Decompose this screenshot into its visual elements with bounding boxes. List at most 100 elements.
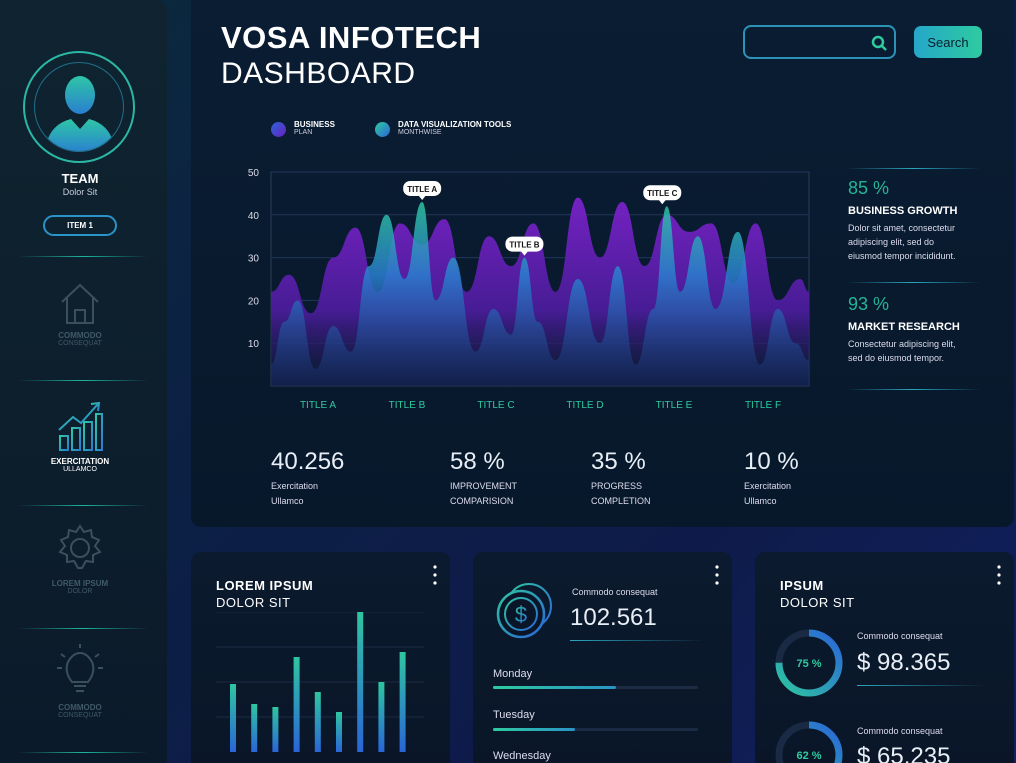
sidebar: TEAM Dolor Sit ITEM 1 COMMODO CONSEQUAT … xyxy=(0,0,167,763)
day-progress-track xyxy=(493,686,698,689)
lightbulb-icon xyxy=(57,644,103,692)
underline xyxy=(570,640,705,641)
more-vertical-icon[interactable] xyxy=(996,564,1002,586)
search-icon[interactable] xyxy=(871,35,887,51)
y-tick-label: 50 xyxy=(248,168,260,179)
legend-title: BUSINESS xyxy=(294,120,335,129)
sidebar-item-sublabel: ULLAMCO xyxy=(63,466,97,473)
card-caption: Commodo consequat xyxy=(572,587,658,597)
stat-desc-line: eiusmod tempor incididunt. xyxy=(848,251,956,261)
stat-business-growth: 85 % BUSINESS GROWTH Dolor sit amet, con… xyxy=(848,178,957,263)
sidebar-divider xyxy=(18,505,148,506)
card-title: IPSUM xyxy=(780,578,824,593)
bar xyxy=(399,652,406,752)
day-label: Tuesday xyxy=(493,709,535,721)
bottom-stat-label: COMPARISION xyxy=(450,496,514,506)
day-label: Wednesday xyxy=(493,750,551,762)
bar xyxy=(314,692,321,752)
bottom-stat-value: 10 % xyxy=(744,448,799,475)
sidebar-item-label: COMMODO xyxy=(58,703,102,712)
bar xyxy=(336,712,342,752)
stat-desc-line: Consectetur adipiscing elit, xyxy=(848,339,956,349)
sidebar-divider xyxy=(18,752,148,753)
gauge-arc xyxy=(775,721,843,763)
card-lorem-ipsum: LOREM IPSUM DOLOR SIT xyxy=(191,552,450,763)
svg-text:$: $ xyxy=(515,602,527,627)
sidebar-item-lorem-ipsum[interactable]: LOREM IPSUM DOLOR xyxy=(0,522,160,595)
legend-item-data-viz: DATA VISUALIZATION TOOLS MONTHWISE xyxy=(375,120,511,137)
avatar-frame xyxy=(34,62,124,152)
bar xyxy=(357,612,364,752)
bottom-stat: 10 % Exercitation Ullamco xyxy=(744,448,799,506)
y-tick-label: 40 xyxy=(248,211,260,222)
legend-dot xyxy=(271,122,286,137)
bottom-stat: 40.256 Exercitation Ullamco xyxy=(271,448,344,506)
sidebar-item-commodo[interactable]: COMMODO CONSEQUAT xyxy=(0,280,160,347)
bar-chart xyxy=(216,612,424,752)
y-tick-label: 10 xyxy=(248,339,260,350)
page-subtitle: DASHBOARD xyxy=(221,57,416,90)
sidebar-item-label: LOREM IPSUM xyxy=(51,579,109,588)
home-icon xyxy=(61,283,99,324)
card-value: 102.561 xyxy=(570,604,657,631)
gear-icon xyxy=(58,524,102,569)
bottom-stat-label: Exercitation xyxy=(271,481,319,491)
sidebar-item-sublabel: DOLOR xyxy=(67,588,93,595)
gauge-arc xyxy=(775,629,843,697)
card-value: $ 65.235 xyxy=(857,743,951,763)
x-tick-label: TITLE C xyxy=(477,400,514,411)
x-tick-label: TITLE A xyxy=(300,400,336,411)
gauge-label: 75 % xyxy=(796,658,821,670)
team-name: TEAM xyxy=(61,171,99,186)
card-ipsum: IPSUM DOLOR SIT 75 % Commodo consequat $… xyxy=(755,552,1014,763)
bar xyxy=(251,704,258,752)
card-subtitle: DOLOR SIT xyxy=(216,595,291,610)
chart-annotation: TITLE C xyxy=(643,185,682,205)
bar xyxy=(378,682,385,752)
area-series-2 xyxy=(271,201,809,386)
area-chart: 10 20 30 40 50 TITLE A TITLE B TITLE C TITLE D T… xyxy=(248,168,810,411)
item-1-button[interactable]: ITEM 1 xyxy=(43,215,117,236)
search-button[interactable]: Search xyxy=(914,26,982,58)
coins-dollar-icon: $ xyxy=(496,583,552,639)
user-icon xyxy=(45,76,115,151)
day-label: Monday xyxy=(493,668,533,680)
stat-title: MARKET RESEARCH xyxy=(848,321,960,333)
chart-annotation: TITLE A xyxy=(403,180,442,200)
stat-desc-line: Dolor sit amet, consectetur xyxy=(848,223,956,233)
search-field[interactable] xyxy=(743,25,896,59)
divider xyxy=(846,282,981,283)
legend-subtitle: MONTHWISE xyxy=(398,129,442,136)
stat-desc-line: sed do eiusmod tempor. xyxy=(848,353,945,363)
underline xyxy=(857,685,987,686)
chart-annotation: TITLE B xyxy=(505,236,544,256)
day-progress-track xyxy=(493,728,698,731)
avatar[interactable] xyxy=(23,51,135,163)
bar xyxy=(230,684,236,752)
search-input[interactable] xyxy=(745,27,865,57)
sidebar-item-commodo-2[interactable]: COMMODO CONSEQUAT xyxy=(0,642,160,719)
legend-title: DATA VISUALIZATION TOOLS xyxy=(398,120,512,129)
sidebar-item-label: EXERCITATION xyxy=(50,457,110,466)
bottom-stat-label: IMPROVEMENT xyxy=(450,481,518,491)
card-caption: Commodo consequat xyxy=(857,631,943,641)
donut-gauge: 62 % xyxy=(775,721,843,763)
bottom-stat-label: COMPLETION xyxy=(591,496,651,506)
stat-percent: 85 % xyxy=(848,178,890,198)
sidebar-item-label: COMMODO xyxy=(58,331,102,340)
gauge-label: 62 % xyxy=(796,750,821,762)
day-progress-fill xyxy=(493,728,575,731)
more-vertical-icon[interactable] xyxy=(714,564,720,586)
legend-dot xyxy=(375,122,390,137)
card-commodo: $ Commodo consequat 102.561 Monday Tuesd… xyxy=(473,552,732,763)
y-tick-label: 30 xyxy=(248,254,260,265)
sidebar-divider xyxy=(18,628,148,629)
card-caption: Commodo consequat xyxy=(857,726,943,736)
card-value: $ 98.365 xyxy=(857,649,951,676)
bottom-stat-label: PROGRESS xyxy=(591,481,643,491)
sidebar-item-exercitation[interactable]: EXERCITATION ULLAMCO xyxy=(0,400,160,473)
legend-item-business: BUSINESS PLAN xyxy=(271,120,335,137)
day-progress-fill xyxy=(493,686,616,689)
more-vertical-icon[interactable] xyxy=(432,564,438,586)
bottom-stat: 35 % PROGRESS COMPLETION xyxy=(591,448,651,506)
